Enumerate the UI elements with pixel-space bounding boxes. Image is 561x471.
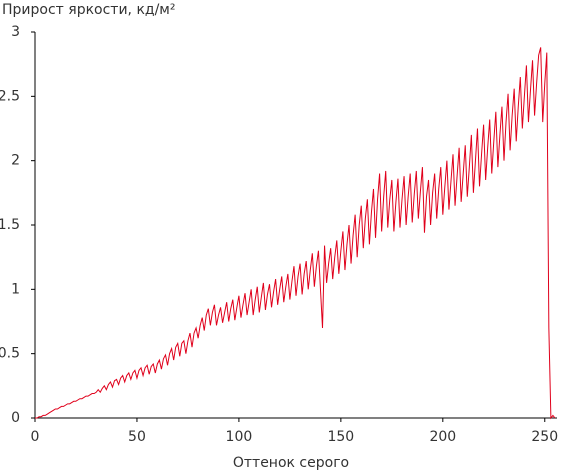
x-tick-label: 100 [226, 429, 253, 445]
x-axis-label: Оттенок серого [233, 455, 349, 471]
y-tick-label: 3 [11, 24, 20, 40]
y-tick-label: 1 [11, 281, 20, 297]
y-tick-label: 1.5 [0, 217, 20, 233]
x-tick-label: 250 [531, 429, 558, 445]
x-tick-label: 200 [429, 429, 456, 445]
chart-title: Прирост яркости, кд/м² [2, 2, 175, 18]
y-tick-label: 2.5 [0, 88, 20, 104]
x-tick-label: 0 [31, 429, 40, 445]
x-tick-label: 150 [327, 429, 354, 445]
y-tick-label: 0.5 [0, 346, 20, 362]
y-tick-label: 2 [11, 153, 20, 169]
data-line [35, 47, 556, 420]
y-tick-label: 0 [11, 410, 20, 426]
x-tick-label: 50 [128, 429, 146, 445]
